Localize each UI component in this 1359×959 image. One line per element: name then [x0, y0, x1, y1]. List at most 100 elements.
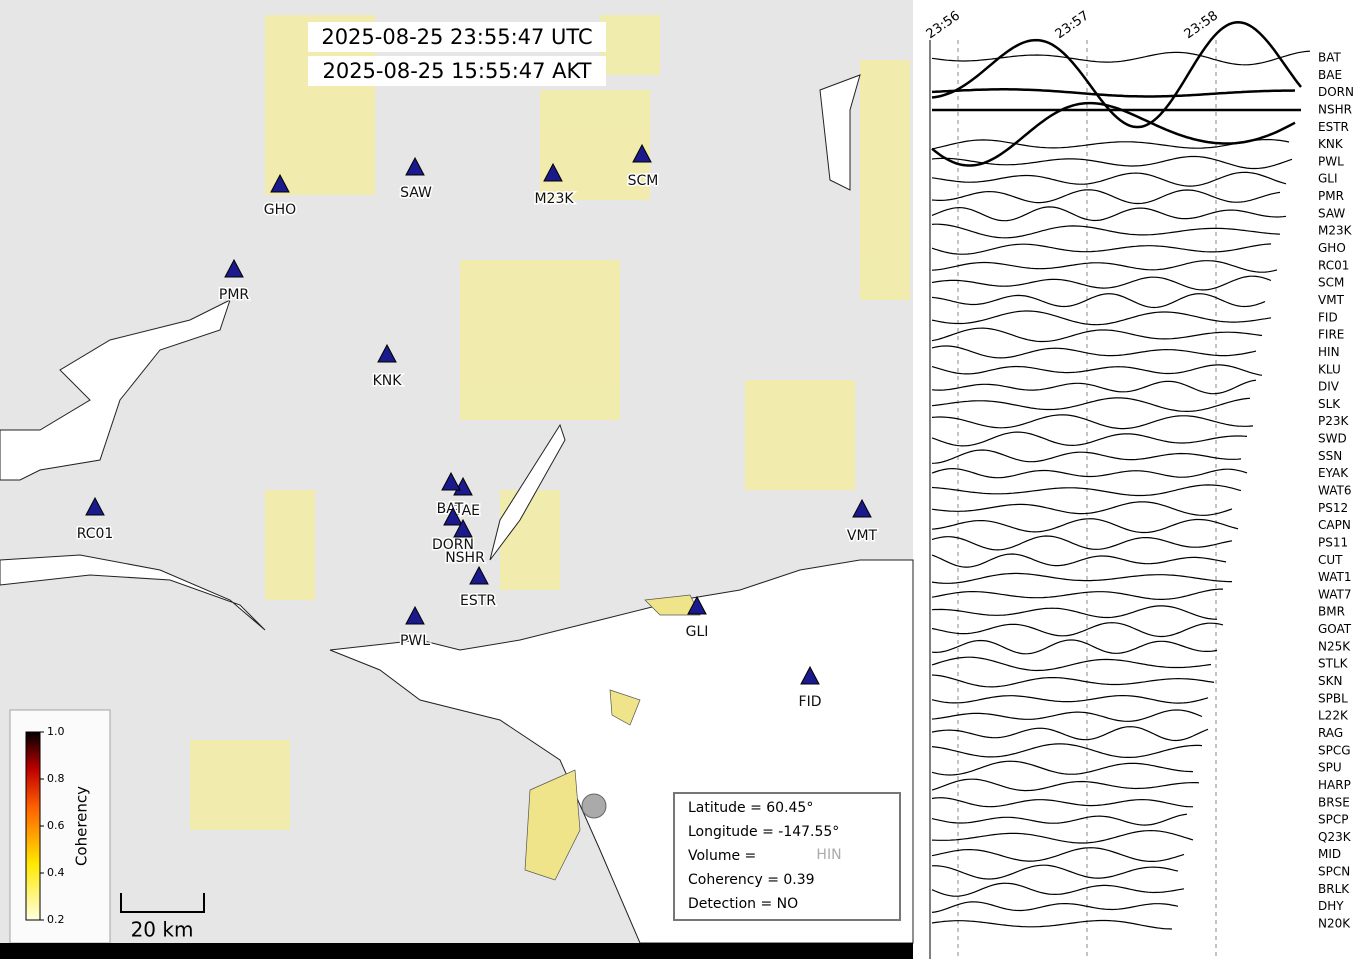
trace: [931, 88, 1296, 98]
trace: [931, 901, 1179, 913]
trace-label: DORN: [1318, 85, 1354, 99]
trace-label: VMT: [1318, 293, 1345, 307]
trace-label: SLK: [1318, 397, 1341, 411]
trace-label: WAT1: [1318, 570, 1351, 584]
station-marker: [224, 258, 244, 278]
trace-label: DIV: [1318, 380, 1340, 394]
station-marker: [405, 156, 425, 176]
trace: [931, 275, 1272, 291]
trace-label: KNK: [1318, 137, 1344, 151]
station-marker: [469, 565, 489, 585]
info-station: HIN: [816, 847, 841, 863]
trace-label: KLU: [1318, 362, 1341, 376]
trace: [931, 588, 1223, 600]
trace: [931, 553, 1227, 568]
trace-label: WAT6: [1318, 484, 1351, 498]
bottom-bar: [0, 943, 913, 959]
station-marker: [85, 496, 105, 516]
trace: [931, 743, 1203, 758]
info-line: Detection = NO: [688, 896, 798, 912]
trace-label: L22K: [1318, 709, 1349, 723]
time-tick-label: 23:58: [1182, 8, 1221, 42]
trace-label: FIRE: [1318, 328, 1344, 342]
trace: [931, 622, 1224, 638]
trace: [931, 484, 1242, 497]
trace-label: SKN: [1318, 674, 1342, 688]
trace: [931, 206, 1287, 222]
trace: [931, 138, 1290, 150]
scale-bar-label: 20 km: [131, 918, 194, 942]
trace: [931, 345, 1257, 359]
station-label: SCM: [628, 173, 659, 189]
station-marker: [377, 343, 397, 363]
trace: [931, 293, 1266, 309]
trace: [931, 379, 1257, 395]
trace: [931, 695, 1209, 704]
trace-label: SPCN: [1318, 865, 1350, 879]
time-tick-label: 23:56: [924, 8, 963, 42]
trace: [931, 674, 1215, 688]
trace-label: GHO: [1318, 241, 1346, 255]
trace: [931, 431, 1248, 447]
trace: [931, 572, 1232, 584]
station-marker: [270, 173, 290, 193]
station-marker: [800, 665, 820, 685]
trace-label: SAW: [1318, 206, 1345, 220]
trace-label: BAT: [1318, 51, 1342, 65]
station-marker: [405, 605, 425, 625]
station-label: KNK: [373, 373, 403, 389]
info-line: Coherency = 0.39: [688, 872, 815, 888]
station-marker: [441, 471, 461, 491]
trace-label: N20K: [1318, 917, 1351, 931]
trace-label: GLI: [1318, 172, 1338, 186]
station-label: DORN: [432, 537, 474, 553]
trace-label: PS11: [1318, 535, 1348, 549]
station-marker: [632, 143, 652, 163]
trace: [931, 260, 1278, 273]
station-label: BAT: [437, 501, 464, 517]
trace: [931, 397, 1251, 413]
info-line: Latitude = 60.45°: [688, 800, 813, 816]
trace: [931, 864, 1179, 880]
trace: [931, 189, 1281, 205]
station-label: BAE: [452, 503, 480, 519]
colorbar-tick-label: 0.4: [47, 866, 65, 879]
colorbar-tick-label: 0.8: [47, 772, 65, 785]
trace-label: PWL: [1318, 154, 1344, 168]
trace-label: BRSE: [1318, 795, 1350, 809]
trace: [931, 605, 1217, 620]
station-label: VMT: [847, 528, 878, 544]
trace: [931, 797, 1194, 808]
trace-label: P23K: [1318, 414, 1350, 428]
trace-label: M23K: [1318, 224, 1353, 238]
trace-label: GOAT: [1318, 622, 1352, 636]
trace: [931, 467, 1248, 479]
station-label: GHO: [264, 202, 296, 218]
trace-label: SPCP: [1318, 813, 1348, 827]
station-marker: [443, 506, 463, 526]
trace-label: SPU: [1318, 761, 1342, 775]
scale-bar: [120, 893, 205, 913]
trace: [931, 21, 1302, 129]
trace: [931, 919, 1173, 930]
trace: [931, 327, 1263, 343]
trace-label: SCM: [1318, 276, 1344, 290]
trace: [931, 364, 1263, 376]
trace: [931, 518, 1239, 534]
colorbar: [25, 731, 41, 921]
trace-label: MID: [1318, 847, 1341, 861]
timestamp: 2025-08-25 15:55:47 AKT: [322, 59, 591, 83]
trace: [931, 223, 1281, 239]
station-label: ESTR: [460, 593, 496, 609]
trace-label: HIN: [1318, 345, 1340, 359]
station-label: NSHR: [445, 550, 485, 566]
station-label: SAW: [400, 185, 432, 201]
timestamp: 2025-08-25 23:55:47 UTC: [321, 25, 592, 49]
trace-label: RAG: [1318, 726, 1343, 740]
trace-label: BAE: [1318, 68, 1342, 82]
islands: [524, 594, 701, 881]
station-label: PWL: [400, 633, 430, 649]
trace: [931, 726, 1209, 742]
